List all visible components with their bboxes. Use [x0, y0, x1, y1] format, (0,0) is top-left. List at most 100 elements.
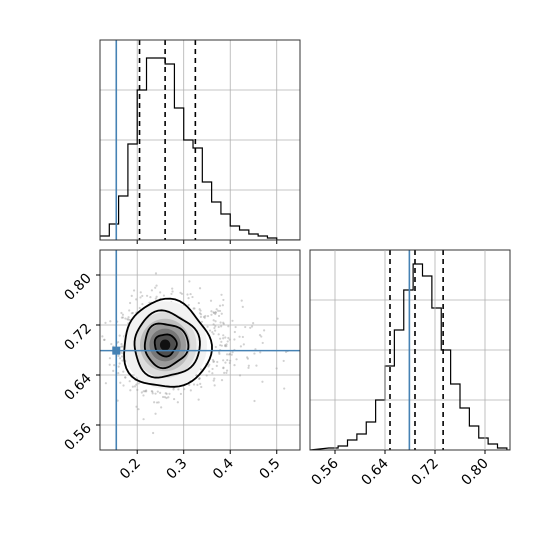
x-tick-label: 0.72 [408, 456, 441, 489]
scatter-point [155, 284, 158, 287]
scatter-point [202, 315, 206, 318]
scatter-point [152, 431, 155, 435]
scatter-point [211, 372, 214, 375]
scatter-point [215, 364, 218, 367]
scatter-point [120, 351, 123, 354]
plot-area [310, 250, 510, 450]
scatter-point [233, 338, 236, 341]
scatter-point [213, 377, 216, 380]
scatter-point [150, 289, 154, 292]
scatter-point [142, 394, 145, 397]
histogram-line [100, 57, 300, 240]
scatter-point [225, 343, 228, 346]
scatter-point [118, 357, 122, 360]
x-tick-label: 0.64 [358, 455, 391, 488]
scatter-point [220, 379, 224, 382]
scatter-point [199, 368, 202, 371]
scatter-point [130, 312, 134, 315]
contour-panel: 0.2 0.3 0.4 0.5 0.56 0.64 0.72 0.80 [61, 249, 301, 483]
scatter-point [154, 412, 157, 415]
scatter-point [132, 289, 136, 292]
plot-area [100, 250, 300, 450]
scatter-point [135, 298, 138, 301]
scatter-point [260, 335, 263, 338]
scatter-point [198, 308, 201, 311]
scatter-point [165, 396, 168, 400]
scatter-point [255, 364, 258, 367]
scatter-point [145, 389, 148, 392]
scatter-point [211, 358, 215, 362]
scatter-point [101, 335, 104, 338]
scatter-point [222, 321, 225, 324]
scatter-point [126, 318, 129, 321]
scatter-point [112, 369, 115, 373]
scatter-point [211, 331, 214, 334]
scatter-point [254, 348, 257, 351]
scatter-point [129, 389, 132, 392]
scatter-point [118, 334, 121, 337]
scatter-point [151, 392, 154, 395]
scatter-point [150, 389, 153, 393]
scatter-point [231, 351, 234, 354]
scatter-point [124, 376, 127, 379]
scatter-point [223, 371, 226, 375]
scatter-point [130, 294, 133, 298]
scatter-point [225, 371, 228, 374]
scatter-point [220, 325, 223, 328]
scatter-point [276, 317, 279, 320]
scatter-point [249, 326, 252, 329]
scatter-point [247, 364, 250, 367]
scatter-point [188, 280, 191, 283]
scatter-point [222, 334, 225, 337]
scatter-point [208, 370, 211, 373]
scatter-point [212, 360, 216, 363]
scatter-point [173, 397, 176, 401]
contour-line [133, 309, 201, 379]
scatter-point [170, 292, 173, 296]
scatter-point [214, 311, 217, 314]
scatter-point [143, 390, 147, 393]
scatter-point [225, 345, 228, 348]
scatter-point [120, 355, 124, 358]
scatter-point [122, 370, 125, 373]
scatter-point [220, 312, 223, 315]
scatter-point [212, 311, 216, 315]
scatter-point [121, 316, 125, 319]
scatter-point [235, 358, 238, 361]
scatter-point [151, 390, 154, 393]
scatter-point [157, 401, 160, 404]
axes-frame [309, 249, 511, 451]
scatter-point [228, 338, 231, 341]
scatter-point [165, 392, 168, 395]
scatter-point [283, 387, 286, 390]
scatter-point [217, 333, 220, 336]
scatter-point [141, 303, 144, 306]
scatter-point [214, 311, 217, 314]
scatter-point [118, 362, 121, 365]
scatter-point [263, 329, 266, 332]
scatter-point [189, 292, 192, 296]
scatter-point [199, 382, 202, 385]
scatter-point [199, 313, 203, 316]
scatter-point [213, 326, 216, 330]
x-tick-label: 0.80 [458, 456, 491, 489]
scatter-point [218, 351, 221, 354]
scatter-point [183, 388, 186, 391]
scatter-point [120, 343, 123, 346]
scatter-point [238, 374, 242, 377]
histogram-panel-param2: 0.56 0.64 0.72 0.80 [308, 249, 511, 489]
scatter-point [241, 305, 244, 308]
scatter-point [163, 396, 167, 399]
contour-line [143, 322, 190, 370]
scatter-point [231, 319, 234, 322]
scatter-point [141, 294, 144, 298]
scatter-point [120, 345, 123, 348]
scatter-point [246, 357, 249, 360]
scatter-point [156, 390, 159, 393]
scatter-point [261, 380, 264, 383]
scatter-point [218, 309, 222, 313]
scatter-point [239, 345, 242, 348]
scatter-point [219, 321, 222, 324]
scatter-point [216, 360, 219, 364]
scatter-point [164, 392, 167, 395]
